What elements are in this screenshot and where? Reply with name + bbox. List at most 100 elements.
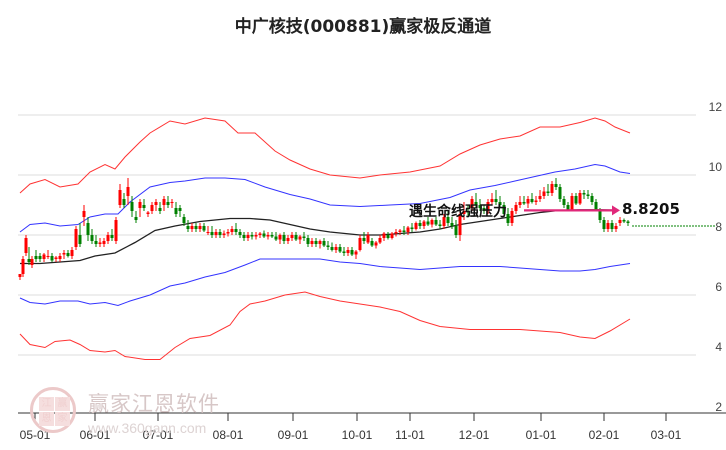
candle-body — [530, 199, 534, 202]
candle-body — [206, 232, 210, 233]
candle-body — [442, 217, 446, 226]
candle — [162, 196, 166, 211]
candle — [102, 238, 106, 247]
candle-body — [174, 208, 178, 214]
candle — [462, 202, 466, 220]
lower-outer-line — [19, 291, 631, 360]
candle-body — [614, 226, 618, 229]
candle — [142, 199, 146, 211]
candle — [314, 238, 318, 247]
watermark-url: www.360gann.com — [88, 420, 207, 436]
candle — [578, 190, 582, 205]
candle-body — [166, 202, 170, 205]
candle-body — [510, 211, 514, 223]
candle — [426, 217, 430, 226]
candle — [454, 220, 458, 238]
candle — [350, 247, 354, 256]
candle-body — [550, 184, 554, 193]
candle-body — [486, 202, 490, 211]
candle-body — [74, 229, 78, 247]
candle-body — [194, 226, 198, 229]
candle-body — [318, 241, 322, 244]
candle — [158, 202, 162, 214]
candle — [482, 205, 486, 214]
candle-body — [370, 241, 374, 246]
candle-body — [562, 199, 566, 205]
upper-inner-line — [19, 163, 631, 233]
candle — [21, 256, 25, 277]
candle-body — [314, 241, 318, 244]
candle-body — [598, 209, 602, 220]
candle-body — [170, 202, 174, 203]
candle — [562, 196, 566, 208]
candle — [546, 184, 550, 196]
candle-body — [618, 220, 622, 223]
candle — [230, 226, 234, 235]
candle-body — [138, 202, 142, 208]
candle — [346, 247, 350, 256]
candle-body — [482, 208, 486, 211]
candle-body — [366, 235, 370, 243]
candle — [490, 193, 494, 205]
x-tick-label: 02-01 — [588, 428, 620, 442]
candle-body — [502, 205, 506, 214]
candle — [506, 208, 510, 226]
candle-body — [382, 233, 386, 238]
candle-body — [426, 221, 430, 225]
candle-body — [250, 235, 254, 237]
candle-body — [24, 238, 28, 253]
candle-body — [494, 199, 498, 202]
candle-body — [42, 254, 46, 259]
candle — [86, 217, 90, 241]
candle-body — [154, 202, 158, 205]
candle — [274, 232, 278, 241]
x-tick-label: 06-01 — [79, 428, 111, 442]
watermark-logo-char: 赢 — [55, 397, 70, 411]
y-tick-label: 6 — [715, 280, 722, 294]
candle-body — [506, 214, 510, 223]
candle-body — [18, 274, 22, 277]
candle-body — [110, 235, 114, 238]
candle — [414, 221, 418, 231]
candle — [74, 226, 78, 250]
watermark-logo: 江 赢 恩 家 — [30, 387, 76, 433]
candle-body — [518, 202, 522, 205]
candle — [214, 229, 218, 238]
candle-body — [394, 232, 398, 234]
candle — [618, 217, 622, 226]
candle — [50, 253, 54, 262]
candle — [294, 232, 298, 241]
candle-body — [554, 184, 558, 187]
candle — [118, 184, 122, 208]
x-tick-label: 10-01 — [341, 428, 373, 442]
candle-body — [290, 235, 294, 238]
candle — [522, 196, 526, 205]
candle-body — [526, 199, 530, 204]
candle-body — [94, 241, 98, 244]
candle-body — [270, 235, 274, 237]
candle-body — [282, 235, 286, 241]
candle-body — [306, 238, 310, 244]
candle — [626, 220, 630, 226]
candle — [382, 232, 386, 241]
candle — [450, 217, 454, 229]
candle-body — [522, 202, 526, 204]
candle-body — [390, 233, 394, 238]
x-tick-label: 01-01 — [525, 428, 557, 442]
candle — [538, 190, 542, 202]
candle — [138, 199, 142, 217]
candle-body — [322, 241, 326, 246]
candle — [430, 218, 434, 228]
candle-body — [122, 199, 126, 205]
candle-body — [182, 217, 186, 223]
candle — [166, 196, 170, 208]
candle — [206, 226, 210, 235]
upper-outer-line — [19, 117, 631, 194]
y-tick-label: 2 — [715, 400, 722, 414]
candle-body — [470, 199, 474, 208]
candle — [570, 193, 574, 211]
candle — [394, 229, 398, 237]
candle — [130, 196, 134, 217]
candle-body — [326, 245, 330, 247]
candle-body — [430, 220, 434, 225]
